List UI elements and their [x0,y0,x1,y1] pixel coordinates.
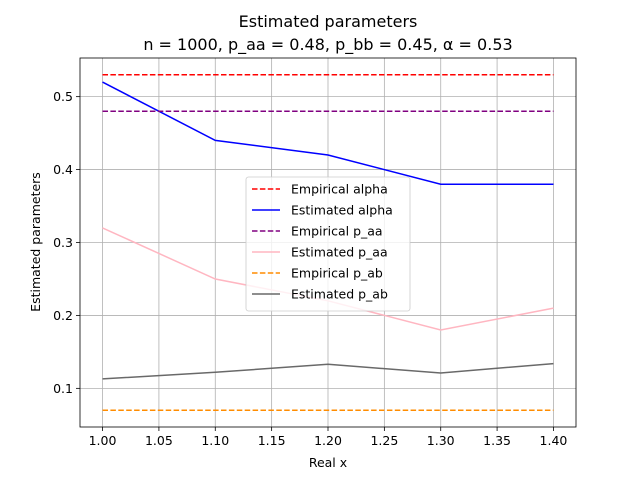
y-tick-label: 0.1 [53,381,73,396]
y-tick-label: 0.3 [53,235,73,250]
x-tick-label: 1.25 [370,433,398,448]
x-tick-label: 1.00 [89,433,117,448]
x-tick-label: 1.10 [201,433,229,448]
legend-label: Empirical alpha [291,182,388,197]
series-line [102,81,554,185]
x-axis-label: Real x [309,455,347,470]
x-tick-label: 1.35 [483,433,511,448]
legend-label: Empirical p_aa [291,224,383,239]
chart-subtitle: n = 1000, p_aa = 0.48, p_bb = 0.45, α = … [143,35,512,55]
legend-label: Estimated p_ab [291,287,388,302]
y-tick-label: 0.2 [53,308,73,323]
legend: Empirical alpha Estimated alpha Empirical … [245,176,411,312]
legend-box [245,176,411,312]
x-tick-label: 1.05 [145,433,173,448]
axis-ticks: 1.00 1.05 1.10 1.15 1.20 1.25 1.30 1.35 1.40 0.1 0… [53,89,567,448]
y-tick-label: 0.4 [53,162,73,177]
x-tick-label: 1.30 [427,433,455,448]
legend-label: Empirical p_ab [291,266,383,281]
x-tick-label: 1.20 [314,433,342,448]
legend-label: Estimated p_aa [291,245,388,260]
x-tick-label: 1.40 [540,433,568,448]
y-axis-label: Estimated parameters [28,172,43,312]
legend-label: Estimated alpha [291,203,393,218]
grid [80,58,576,427]
y-tick-label: 0.5 [53,89,73,104]
x-tick-label: 1.15 [258,433,286,448]
chart-title: Estimated parameters [239,12,418,31]
series-line [102,362,554,380]
